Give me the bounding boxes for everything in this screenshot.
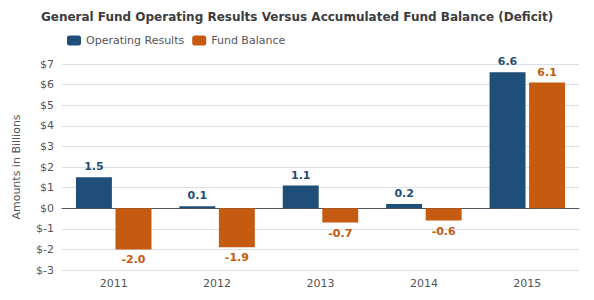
svg-text:Operating Results: Operating Results bbox=[86, 34, 184, 47]
svg-text:1.5: 1.5 bbox=[84, 160, 104, 173]
svg-text:$-2: $-2 bbox=[36, 243, 54, 256]
svg-text:$7: $7 bbox=[40, 58, 54, 71]
svg-text:-0.6: -0.6 bbox=[432, 225, 456, 238]
svg-text:$6: $6 bbox=[40, 78, 54, 91]
svg-text:$1: $1 bbox=[40, 181, 54, 194]
svg-text:$-1: $-1 bbox=[36, 222, 54, 235]
svg-text:$5: $5 bbox=[40, 99, 54, 112]
svg-text:$0: $0 bbox=[40, 202, 54, 215]
svg-text:2013: 2013 bbox=[307, 277, 335, 290]
svg-text:Fund Balance: Fund Balance bbox=[211, 34, 285, 47]
svg-text:1.1: 1.1 bbox=[291, 169, 311, 182]
svg-text:$3: $3 bbox=[40, 140, 54, 153]
svg-text:$2: $2 bbox=[40, 161, 54, 174]
svg-text:-1.9: -1.9 bbox=[225, 251, 249, 264]
svg-text:-0.7: -0.7 bbox=[328, 227, 352, 240]
svg-text:6.6: 6.6 bbox=[498, 55, 518, 68]
svg-text:6.1: 6.1 bbox=[537, 66, 557, 79]
svg-text:$-3: $-3 bbox=[36, 264, 54, 277]
svg-text:2015: 2015 bbox=[513, 277, 541, 290]
svg-text:-2.0: -2.0 bbox=[121, 253, 145, 266]
svg-text:Amounts in Billions: Amounts in Billions bbox=[10, 114, 23, 219]
svg-text:2011: 2011 bbox=[100, 277, 128, 290]
svg-text:2014: 2014 bbox=[410, 277, 438, 290]
svg-text:0.2: 0.2 bbox=[394, 187, 414, 200]
svg-text:General Fund Operating Results: General Fund Operating Results Versus Ac… bbox=[41, 10, 553, 24]
svg-text:$4: $4 bbox=[40, 119, 54, 132]
svg-text:2012: 2012 bbox=[203, 277, 231, 290]
svg-text:0.1: 0.1 bbox=[188, 189, 208, 202]
